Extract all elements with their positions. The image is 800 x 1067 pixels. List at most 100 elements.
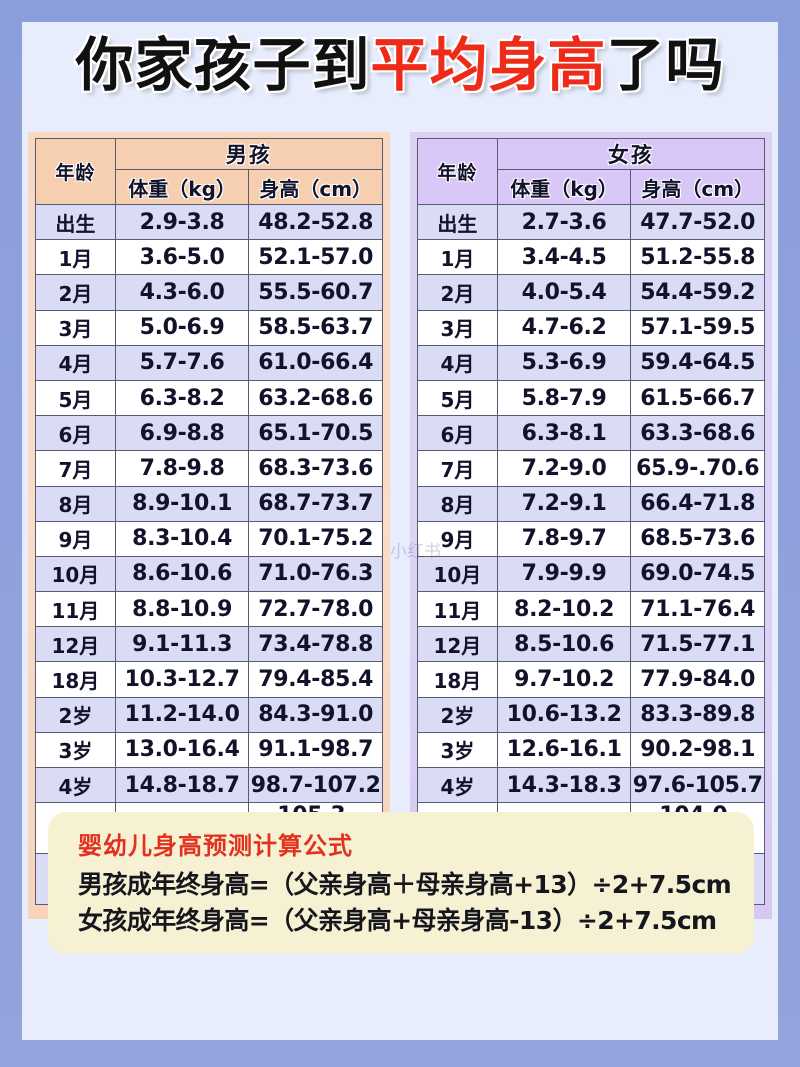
cell-age: 11月 (35, 591, 116, 628)
cell-height: 90.2-98.1 (630, 731, 765, 769)
cell-weight: 4.7-6.2 (496, 309, 632, 346)
cell-weight: 10.3-12.7 (114, 661, 250, 698)
cell-height: 69.0-74.5 (630, 555, 765, 593)
cell-age: 出生 (35, 203, 116, 241)
cell-age: 2岁 (417, 696, 498, 733)
table-row: 6月 6.9-8.8 65.1-70.5 (35, 415, 383, 452)
cell-height: 73.4-78.8 (248, 626, 383, 663)
table-row: 12月 9.1-11.3 73.4-78.8 (35, 626, 383, 663)
cell-weight: 8.3-10.4 (114, 520, 250, 557)
table-row: 3岁 12.6-16.1 90.2-98.1 (417, 731, 765, 769)
table-row: 3月 4.7-6.2 57.1-59.5 (417, 309, 765, 346)
cell-weight: 3.4-4.5 (496, 239, 632, 276)
table-row: 7月 7.2-9.0 65.9-.70.6 (417, 450, 765, 487)
cell-age: 2岁 (35, 696, 116, 733)
cell-height: 66.4-71.8 (630, 485, 765, 522)
cell-height: 98.7-107.2 (248, 766, 383, 804)
cell-weight: 2.9-3.8 (114, 203, 250, 241)
girls-gender-header: 女孩 (496, 138, 766, 170)
cell-weight: 4.3-6.0 (114, 274, 250, 311)
cell-weight: 7.9-9.9 (496, 555, 632, 593)
boys-header-row-2: 体重（kg） 身高（cm） (36, 169, 383, 205)
girls-table-frame: 年龄 女孩 体重（kg） 身高（cm） 出生 2.7-3.6 47.7-52.0 1月… (410, 132, 772, 920)
cell-weight: 5.3-6.9 (496, 344, 632, 381)
table-row: 11月 8.8-10.9 72.7-78.0 (35, 591, 383, 628)
formula-box: 婴幼儿身高预测计算公式 男孩成年终身高=（父亲身高＋母亲身高+13）÷2+7.5… (48, 812, 754, 954)
table-row: 5月 6.3-8.2 63.2-68.6 (35, 379, 383, 417)
cell-weight: 6.9-8.8 (114, 415, 250, 452)
cell-age: 18月 (417, 661, 498, 698)
cell-weight: 11.2-14.0 (114, 696, 250, 733)
cell-age: 4岁 (417, 766, 498, 804)
cell-weight: 7.8-9.7 (496, 520, 632, 557)
cell-age: 12月 (417, 626, 498, 663)
cell-weight: 9.7-10.2 (496, 661, 632, 698)
cell-height: 52.1-57.0 (248, 239, 383, 276)
cell-weight: 5.0-6.9 (114, 309, 250, 346)
table-row: 8月 8.9-10.1 68.7-73.7 (35, 485, 383, 522)
table-row: 10月 7.9-9.9 69.0-74.5 (417, 555, 765, 593)
cell-height: 70.1-75.2 (248, 520, 383, 557)
cell-weight: 5.7-7.6 (114, 344, 250, 381)
boys-table-body: 出生 2.9-3.8 48.2-52.8 1月 3.6-5.0 52.1-57.0 2月 4.… (35, 203, 383, 906)
cell-age: 3岁 (35, 731, 116, 769)
cell-age: 2月 (35, 274, 116, 311)
table-row: 出生 2.9-3.8 48.2-52.8 (35, 203, 383, 241)
cell-height: 71.5-77.1 (630, 626, 765, 663)
cell-height: 61.0-66.4 (248, 344, 383, 381)
cell-weight: 13.0-16.4 (114, 731, 250, 769)
cell-weight: 8.2-10.2 (496, 591, 632, 628)
table-row: 2岁 10.6-13.2 83.3-89.8 (417, 696, 765, 733)
boys-header-row-1: 年龄 男孩 (35, 138, 384, 205)
cell-age: 18月 (35, 661, 116, 698)
boys-growth-table: 年龄 男孩 体重（kg） 身高（cm） 出生 2.9-3.8 48.2-52.8 1月… (35, 138, 384, 906)
table-row: 2月 4.3-6.0 55.5-60.7 (35, 274, 383, 311)
table-row: 4月 5.3-6.9 59.4-64.5 (417, 344, 765, 381)
cell-age: 3月 (417, 309, 498, 346)
cell-height: 48.2-52.8 (248, 203, 383, 241)
cell-weight: 8.5-10.6 (496, 626, 632, 663)
cell-weight: 6.3-8.1 (496, 415, 632, 452)
boys-col-header-age: 年龄 (35, 138, 116, 205)
cell-age: 4岁 (35, 766, 116, 804)
table-row: 5月 5.8-7.9 61.5-66.7 (417, 379, 765, 417)
table-row: 6月 6.3-8.1 63.3-68.6 (417, 415, 765, 452)
cell-height: 47.7-52.0 (630, 203, 765, 241)
cell-weight: 10.6-13.2 (496, 696, 632, 733)
cell-height: 59.4-64.5 (630, 344, 765, 381)
cell-age: 4月 (35, 344, 116, 381)
girls-col-header-height: 身高（cm） (630, 169, 765, 205)
title-part-2: 了吗 (606, 31, 725, 99)
table-row: 8月 7.2-9.1 66.4-71.8 (417, 485, 765, 522)
girls-col-header-age: 年龄 (417, 138, 498, 205)
cell-age: 10月 (35, 555, 116, 593)
table-row: 12月 8.5-10.6 71.5-77.1 (417, 626, 765, 663)
cell-height: 91.1-98.7 (248, 731, 383, 769)
cell-weight: 5.8-7.9 (496, 379, 632, 417)
cell-height: 63.2-68.6 (248, 379, 383, 417)
cell-height: 57.1-59.5 (630, 309, 765, 346)
cell-age: 8月 (417, 485, 498, 522)
cell-height: 71.1-76.4 (630, 591, 765, 628)
cell-weight: 3.6-5.0 (114, 239, 250, 276)
table-row: 3岁 13.0-16.4 91.1-98.7 (35, 731, 383, 769)
cell-age: 8月 (35, 485, 116, 522)
cell-age: 7月 (417, 450, 498, 487)
cell-age: 出生 (417, 203, 498, 241)
cell-age: 5月 (417, 379, 498, 417)
girls-table-header: 年龄 女孩 体重（kg） 身高（cm） (417, 138, 766, 205)
boys-gender-header: 男孩 (114, 138, 384, 170)
table-row: 4岁 14.8-18.7 98.7-107.2 (35, 766, 383, 804)
cell-height: 58.5-63.7 (248, 309, 383, 346)
cell-weight: 7.2-9.1 (496, 485, 632, 522)
cell-age: 12月 (35, 626, 116, 663)
formula-title: 婴幼儿身高预测计算公式 (78, 832, 353, 860)
table-row: 2月 4.0-5.4 54.4-59.2 (417, 274, 765, 311)
cell-age: 9月 (35, 520, 116, 557)
cell-height: 63.3-68.6 (630, 415, 765, 452)
boys-col-header-weight: 体重（kg） (114, 169, 250, 205)
cell-weight: 7.2-9.0 (496, 450, 632, 487)
girls-table-body: 出生 2.7-3.6 47.7-52.0 1月 3.4-4.5 51.2-55.8 2月 4.… (417, 203, 765, 906)
title-highlight: 平均身高 (370, 31, 607, 99)
boys-table-header: 年龄 男孩 体重（kg） 身高（cm） (35, 138, 384, 205)
